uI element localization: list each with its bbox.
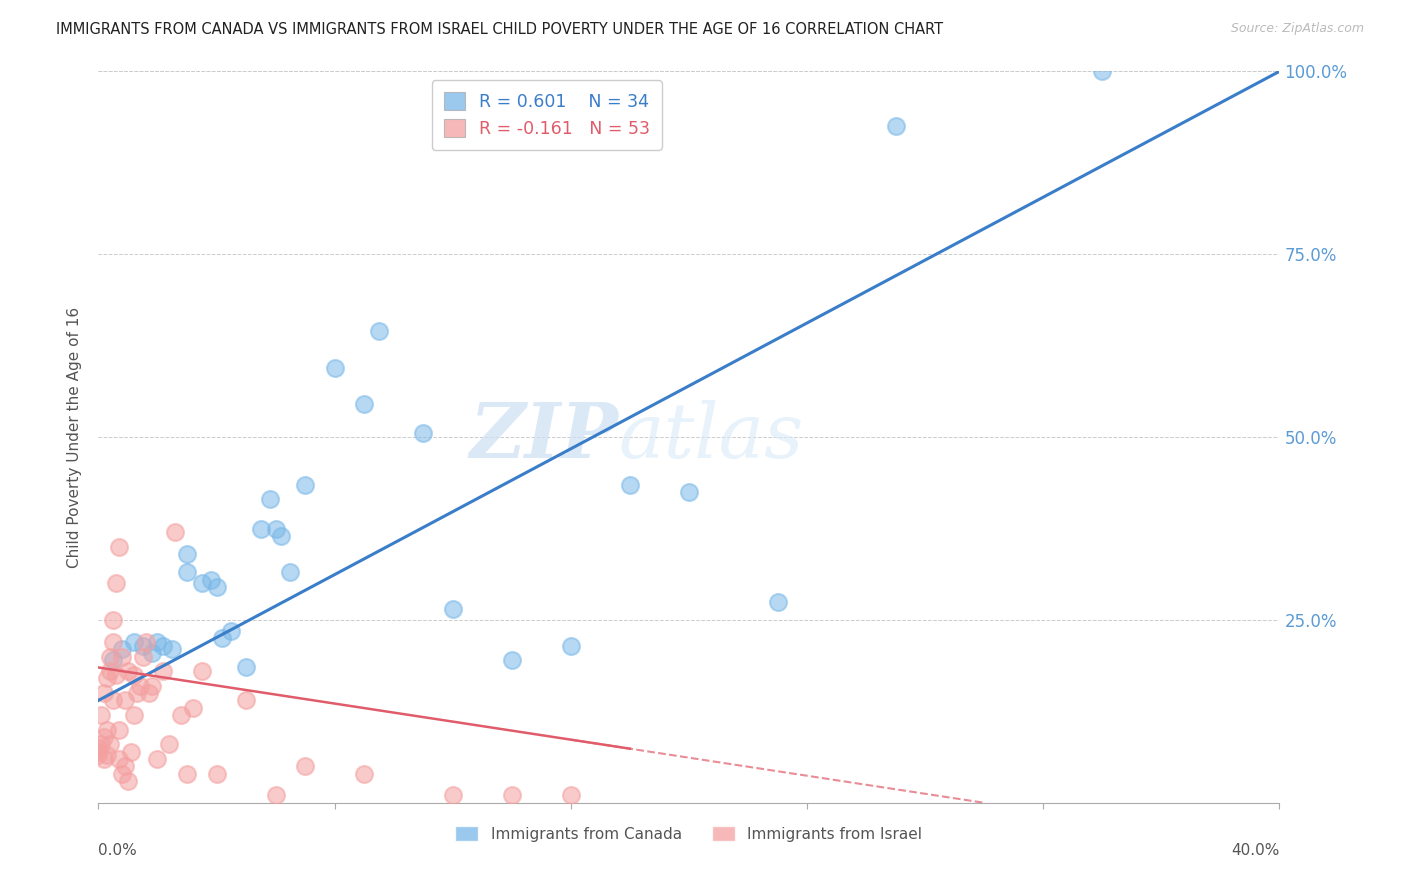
Point [259, 492, 281, 507]
Point [191, 576, 214, 591]
Point [560, 789, 582, 803]
Point [117, 664, 139, 678]
Point [501, 653, 523, 667]
Point [111, 649, 134, 664]
Point [122, 635, 145, 649]
Point [135, 635, 157, 649]
Point [412, 426, 434, 441]
Point [132, 639, 155, 653]
Point [93, 686, 115, 700]
Y-axis label: Child Poverty Under the Age of 16: Child Poverty Under the Age of 16 [67, 307, 83, 567]
Point [766, 594, 789, 608]
Text: 0.0%: 0.0% [98, 843, 138, 858]
Point [678, 485, 700, 500]
Point [114, 693, 136, 707]
Point [280, 566, 302, 580]
Point [108, 723, 131, 737]
Point [103, 613, 125, 627]
Point [170, 708, 193, 723]
Point [264, 521, 287, 535]
Point [103, 653, 125, 667]
Point [205, 580, 228, 594]
Point [191, 664, 214, 678]
Point [221, 624, 243, 638]
Point [96, 723, 118, 737]
Point [93, 730, 115, 744]
Point [152, 639, 174, 653]
Point [353, 397, 375, 411]
Point [98, 737, 121, 751]
Point [96, 748, 118, 763]
Point [884, 119, 907, 133]
Point [90, 737, 112, 751]
Point [205, 766, 228, 780]
Point [98, 649, 121, 664]
Point [141, 679, 163, 693]
Text: Source: ZipAtlas.com: Source: ZipAtlas.com [1230, 22, 1364, 36]
Point [200, 573, 222, 587]
Point [176, 566, 198, 580]
Point [132, 649, 155, 664]
Point [165, 525, 187, 540]
Point [108, 540, 131, 554]
Text: 40.0%: 40.0% [1232, 843, 1279, 858]
Point [105, 576, 128, 591]
Text: IMMIGRANTS FROM CANADA VS IMMIGRANTS FROM ISRAEL CHILD POVERTY UNDER THE AGE OF : IMMIGRANTS FROM CANADA VS IMMIGRANTS FRO… [56, 22, 943, 37]
Point [87, 745, 110, 759]
Point [157, 737, 180, 751]
Text: ZIP: ZIP [470, 401, 619, 474]
Point [146, 635, 169, 649]
Point [103, 635, 125, 649]
Point [138, 686, 160, 700]
Point [235, 660, 257, 674]
Point [162, 642, 183, 657]
Point [264, 789, 287, 803]
Point [122, 708, 145, 723]
Point [111, 766, 134, 780]
Point [93, 752, 115, 766]
Point [87, 740, 110, 755]
Point [87, 748, 110, 763]
Point [122, 667, 145, 681]
Point [176, 766, 198, 780]
Point [250, 521, 273, 535]
Point [114, 759, 136, 773]
Point [235, 693, 257, 707]
Point [146, 752, 169, 766]
Point [270, 529, 292, 543]
Point [98, 664, 121, 678]
Point [96, 672, 118, 686]
Point [353, 766, 375, 780]
Point [152, 664, 174, 678]
Point [117, 773, 139, 788]
Point [1091, 64, 1114, 78]
Point [120, 745, 142, 759]
Point [125, 686, 148, 700]
Point [560, 639, 582, 653]
Point [111, 642, 134, 657]
Point [294, 477, 316, 491]
Point [176, 547, 198, 561]
Point [108, 752, 131, 766]
Point [128, 679, 150, 693]
Point [501, 789, 523, 803]
Point [211, 632, 233, 646]
Legend: Immigrants from Canada, Immigrants from Israel: Immigrants from Canada, Immigrants from … [450, 820, 928, 847]
Point [294, 759, 316, 773]
Point [368, 324, 391, 338]
Point [323, 360, 346, 375]
Point [441, 602, 464, 616]
Point [441, 789, 464, 803]
Point [103, 693, 125, 707]
Point [619, 477, 641, 491]
Point [90, 708, 112, 723]
Point [141, 646, 163, 660]
Point [105, 667, 128, 681]
Point [181, 700, 204, 714]
Text: atlas: atlas [619, 401, 803, 474]
